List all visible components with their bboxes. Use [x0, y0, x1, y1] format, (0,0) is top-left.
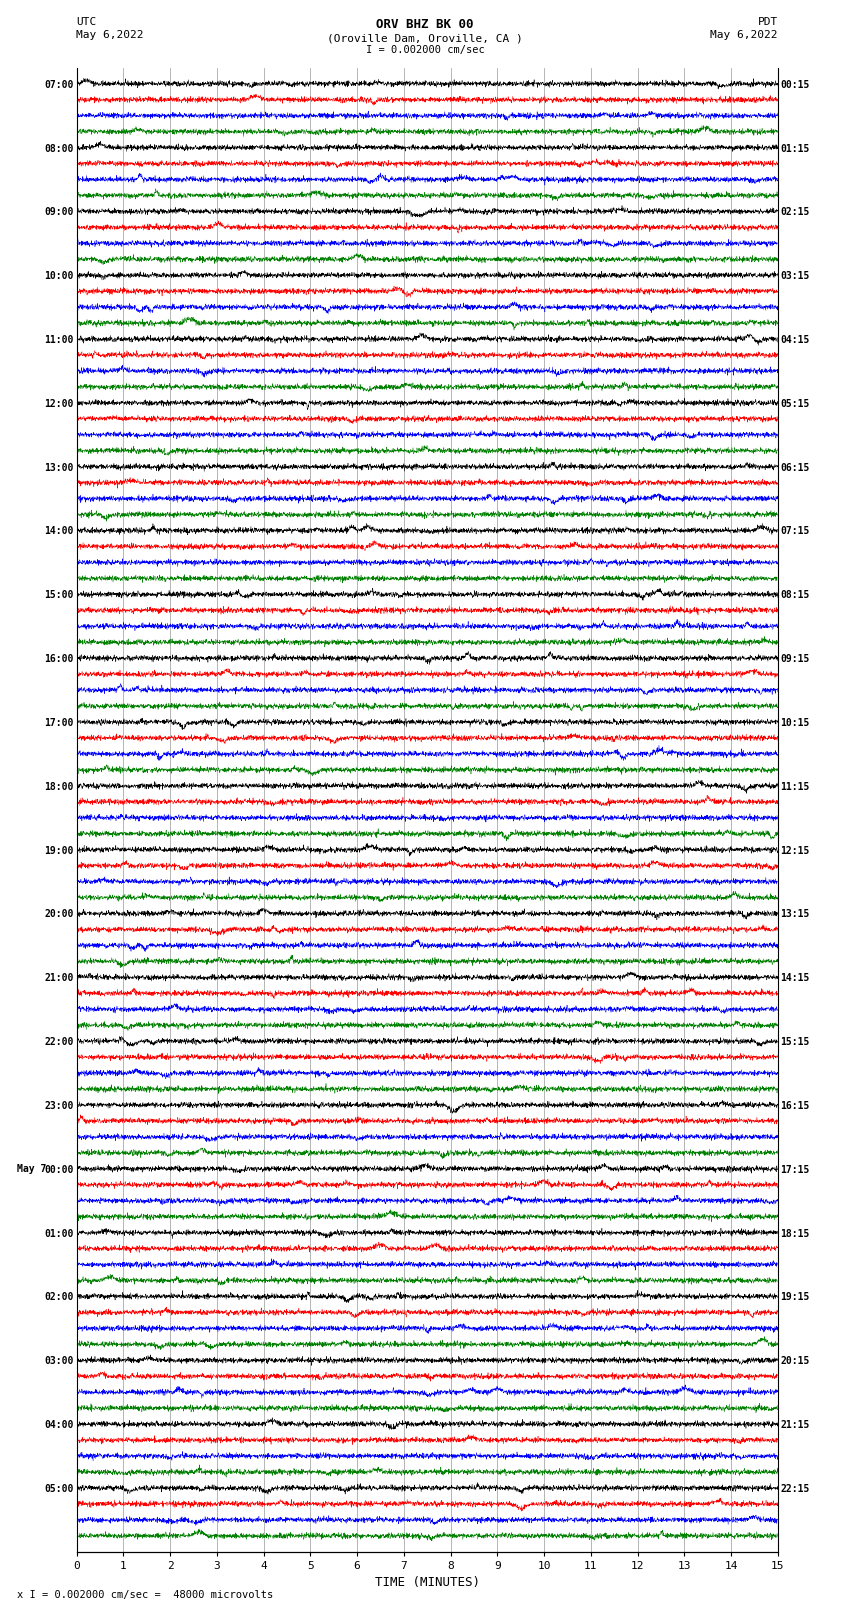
Text: UTC: UTC [76, 18, 97, 27]
X-axis label: TIME (MINUTES): TIME (MINUTES) [375, 1576, 479, 1589]
Text: x I = 0.002000 cm/sec =  48000 microvolts: x I = 0.002000 cm/sec = 48000 microvolts [17, 1590, 273, 1600]
Text: May 6,2022: May 6,2022 [711, 31, 778, 40]
Text: May 7: May 7 [17, 1163, 46, 1174]
Text: I = 0.002000 cm/sec: I = 0.002000 cm/sec [366, 45, 484, 55]
Text: (Oroville Dam, Oroville, CA ): (Oroville Dam, Oroville, CA ) [327, 34, 523, 44]
Text: May 6,2022: May 6,2022 [76, 31, 144, 40]
Text: ORV BHZ BK 00: ORV BHZ BK 00 [377, 18, 473, 31]
Text: PDT: PDT [757, 18, 778, 27]
